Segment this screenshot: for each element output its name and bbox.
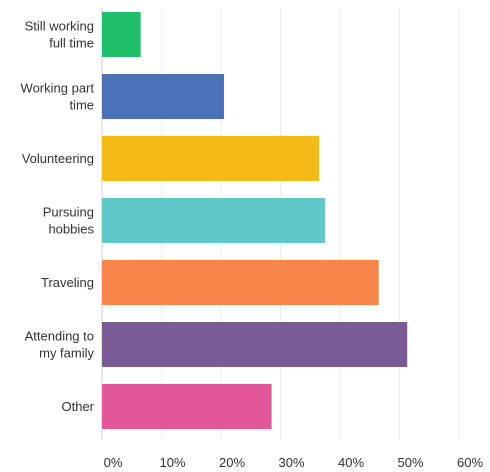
category-label: Still working full time xyxy=(25,19,94,51)
category-label-line: Other xyxy=(61,399,94,414)
category-label-line: Attending to xyxy=(25,329,94,344)
category-label-line: Pursuing xyxy=(43,205,94,220)
bars xyxy=(102,12,408,429)
x-tick-labels: 0% 10% 20% 30% 40% 50% 60% xyxy=(104,455,484,470)
x-tick-label: 10% xyxy=(159,455,185,470)
x-tick-label: 60% xyxy=(457,455,483,470)
category-label-line: Traveling xyxy=(41,275,94,290)
category-label-line: time xyxy=(69,98,94,113)
category-label-line: Still working xyxy=(25,19,94,34)
category-label-line: full time xyxy=(49,36,94,51)
bar xyxy=(102,74,224,119)
x-tick-label: 0% xyxy=(104,455,123,470)
bar xyxy=(102,322,408,367)
x-tick-label: 30% xyxy=(278,455,304,470)
category-label: Working part time xyxy=(21,81,95,113)
category-label-line: hobbies xyxy=(48,222,94,237)
category-label: Traveling xyxy=(41,275,94,290)
x-tick-label: 20% xyxy=(219,455,245,470)
category-label: Pursuing hobbies xyxy=(43,205,95,237)
bar xyxy=(102,198,326,243)
category-label-line: Volunteering xyxy=(22,151,94,166)
category-label: Volunteering xyxy=(22,151,94,166)
category-label: Attending to my family xyxy=(25,329,95,361)
category-label-line: Working part xyxy=(21,81,95,96)
category-label-line: my family xyxy=(39,346,94,361)
x-tick-label: 40% xyxy=(338,455,364,470)
category-label: Other xyxy=(61,399,94,414)
bar xyxy=(102,260,379,305)
x-tick-label: 50% xyxy=(397,455,423,470)
bar xyxy=(102,384,272,429)
category-labels: Still working full time Working part time Vo… xyxy=(21,19,95,415)
bar xyxy=(102,12,141,57)
bar xyxy=(102,136,320,181)
